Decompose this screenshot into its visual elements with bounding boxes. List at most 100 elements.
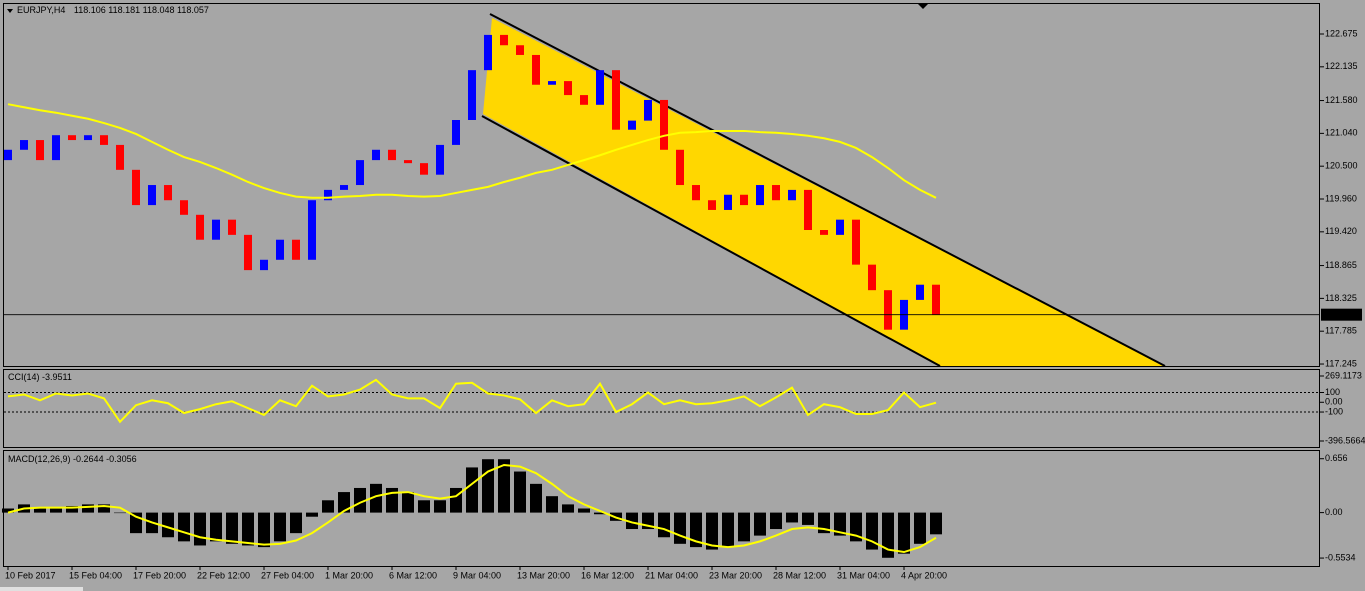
candle	[244, 234, 252, 271]
x-tick-label: 17 Feb 20:00	[133, 570, 186, 580]
y-tick-label: 121.040	[1325, 128, 1358, 138]
candle	[468, 70, 476, 120]
macd-bar	[274, 512, 286, 542]
candle	[756, 185, 764, 206]
x-tick-label: 4 Apr 20:00	[901, 570, 947, 580]
cci-line	[7, 378, 937, 424]
macd-bar	[434, 500, 446, 513]
candle	[852, 219, 860, 265]
bar-close: 118.057	[177, 5, 209, 15]
candle	[100, 135, 108, 145]
macd-bar	[98, 504, 110, 513]
macd-bar	[194, 512, 206, 546]
bar-high: 118.181	[108, 5, 140, 15]
candle	[148, 185, 156, 206]
macd-panel	[3, 450, 1320, 567]
candle	[372, 149, 380, 161]
x-tick-label: 1 Mar 20:00	[325, 570, 373, 580]
cci-name: CCI(14)	[8, 372, 40, 382]
x-tick-label: 21 Mar 04:00	[645, 570, 698, 580]
y-tick-label: 0.00	[1325, 507, 1343, 517]
candle	[708, 200, 716, 210]
macd-bar	[242, 512, 254, 546]
y-tick-label: 122.135	[1325, 61, 1358, 71]
x-tick-label: 10 Feb 2017	[5, 570, 56, 580]
y-tick-label: 100	[1325, 387, 1340, 397]
macd-bar	[418, 500, 430, 513]
x-tick-label: 6 Mar 12:00	[389, 570, 437, 580]
y-tick-label: 120.500	[1325, 161, 1358, 171]
macd-bar	[802, 512, 814, 525]
y-tick-label: -100	[1325, 406, 1343, 416]
macd-bar	[786, 512, 798, 523]
y-tick-label: 0.00	[1325, 397, 1343, 407]
x-tick-label: 31 Mar 04:00	[837, 570, 890, 580]
macd-bar	[290, 512, 302, 534]
price-label: 118.057	[1324, 309, 1356, 319]
shift-marker	[918, 4, 928, 9]
candle	[36, 140, 44, 161]
y-tick-label: 119.420	[1325, 226, 1357, 236]
candle	[212, 219, 220, 240]
candle	[500, 34, 508, 46]
candle	[548, 81, 556, 85]
x-tick-label: 28 Mar 12:00	[773, 570, 826, 580]
macd-bar	[66, 506, 78, 513]
channel-fill	[483, 18, 1165, 366]
macd-bar	[834, 512, 846, 536]
macd-bar	[578, 508, 590, 513]
candle	[52, 135, 60, 161]
x-tick-label: 15 Feb 04:00	[69, 570, 122, 580]
candle	[276, 239, 284, 260]
candle	[484, 34, 492, 71]
cci-panel	[3, 369, 1320, 448]
candle	[404, 160, 412, 164]
macd-bar	[50, 508, 62, 513]
macd-bar	[178, 512, 190, 542]
candle	[84, 135, 92, 141]
candle	[660, 99, 668, 150]
macd-bar	[370, 483, 382, 513]
macd-bar	[482, 459, 494, 513]
y-tick-label: 122.675	[1325, 28, 1358, 38]
candle	[164, 185, 172, 201]
candle	[228, 219, 236, 235]
macd-bar	[770, 512, 782, 530]
candle	[388, 149, 396, 161]
candle	[580, 95, 588, 105]
menu-arrow	[7, 9, 13, 13]
candle	[772, 185, 780, 201]
macd-bar	[354, 487, 366, 513]
macd-bar	[514, 471, 526, 513]
candle	[564, 81, 572, 96]
y-tick-label: 117.245	[1325, 358, 1357, 368]
candle	[884, 290, 892, 330]
macd-signal-value: -0.3056	[106, 454, 137, 464]
macd-bar	[722, 512, 734, 548]
macd-bar	[498, 459, 510, 513]
macd-bar	[898, 512, 910, 554]
candle	[4, 149, 12, 161]
candle	[20, 140, 28, 150]
macd-bar	[306, 512, 318, 517]
macd-bar	[386, 487, 398, 513]
macd-bar	[882, 512, 894, 558]
scrollbar	[0, 587, 83, 591]
macd-bar	[546, 496, 558, 513]
macd-bar	[754, 512, 766, 536]
x-tick-label: 23 Mar 20:00	[709, 570, 762, 580]
candle	[116, 144, 124, 170]
x-tick-label: 9 Mar 04:00	[453, 570, 501, 580]
y-tick-label: 121.580	[1325, 95, 1358, 105]
macd-bar	[2, 508, 14, 513]
candle	[452, 119, 460, 145]
candle	[356, 160, 364, 186]
candle	[692, 185, 700, 201]
macd-bar	[466, 467, 478, 513]
macd-bar	[706, 512, 718, 550]
macd-bar	[338, 492, 350, 513]
candle	[308, 200, 316, 260]
macd-bar	[450, 487, 462, 513]
